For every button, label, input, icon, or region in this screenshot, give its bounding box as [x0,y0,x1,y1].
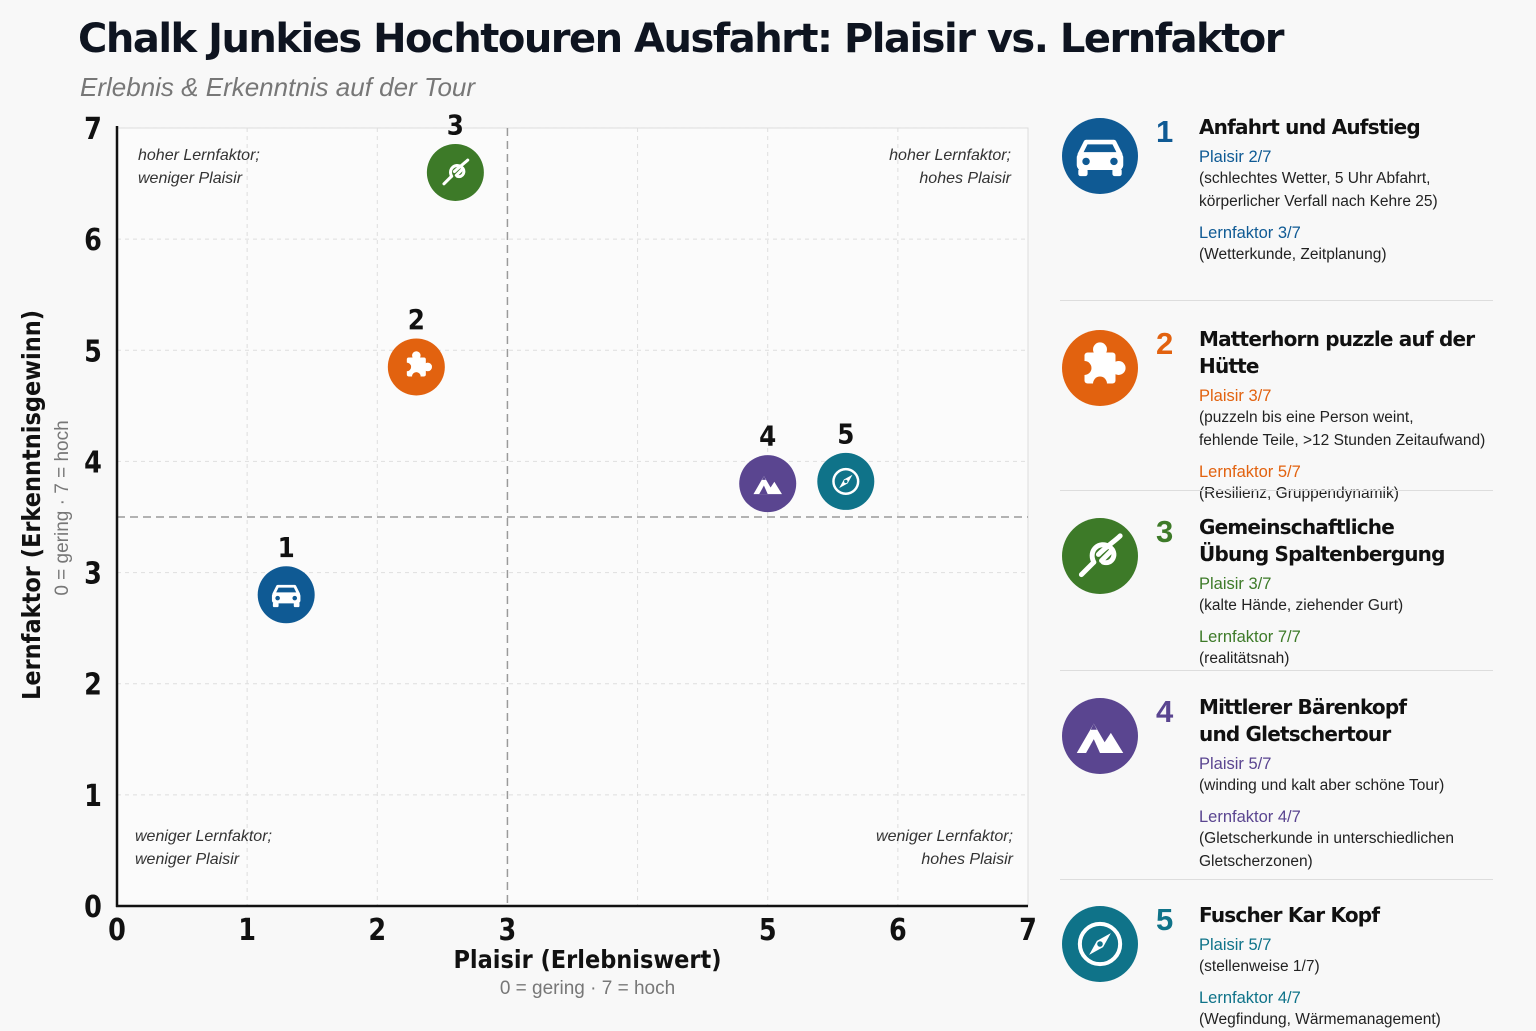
legend-circle [1062,330,1138,406]
quadrant-label-top-right: hoher Lernfaktor; [889,147,1011,164]
quadrant-label-top-left: weniger Plaisir [138,170,243,187]
legend-name: Mittlerer Bärenkopf und Gletschertour [1199,695,1407,746]
legend-number: 2 [1156,326,1174,361]
data-label-1: 1 [278,532,295,564]
x-tick-label: 2 [368,912,386,948]
legend-plaisir-desc: (stellenweise 1/7) [1199,958,1320,975]
quadrant-label-top-right: hohes Plaisir [919,170,1011,187]
legend-name: Anfahrt und Aufstieg [1199,115,1421,139]
legend-circle [1062,906,1138,982]
rope-icon [442,158,470,186]
y-tick-label: 5 [84,333,102,369]
y-axis-label: Lernfaktor (Erkenntnisgewinn) [17,310,46,700]
mountain-icon [1076,723,1124,754]
puzzle-icon [1077,342,1126,391]
legend-plaisir-label: Plaisir 2/7 [1199,148,1272,166]
x-tick-label: 0 [108,912,126,948]
legend-separator [1060,490,1493,491]
legend-lernfaktor-desc: (Wegfindung, Wärmemanagement) [1199,1011,1441,1028]
page-title: Chalk Junkies Hochtouren Ausfahrt: Plais… [78,16,1285,62]
data-label-5: 5 [837,419,854,451]
quadrant-label-bottom-right: weniger Lernfaktor; [876,828,1013,845]
legend-circle [1062,118,1138,194]
legend-lernfaktor-label: Lernfaktor 5/7 [1199,463,1301,481]
y-tick-label: 6 [84,222,102,258]
x-tick-label: 6 [889,912,907,948]
y-tick-label: 2 [84,667,102,703]
legend-lernfaktor-desc: (Resilienz, Gruppendynamik) [1199,485,1399,502]
y-tick-label: 4 [84,444,102,480]
quadrant-label-top-left: hoher Lernfaktor; [138,147,260,164]
legend-number: 5 [1156,902,1174,937]
legend-number: 3 [1156,514,1174,549]
legend-plaisir-label: Plaisir 5/7 [1199,936,1272,954]
quadrant-label-bottom-left: weniger Plaisir [135,851,240,868]
legend-plaisir-desc: (kalte Hände, ziehender Gurt) [1199,597,1404,614]
legend-plaisir-label: Plaisir 3/7 [1199,575,1272,593]
legend-lernfaktor-desc: (Wetterkunde, Zeitplanung) [1199,246,1387,263]
legend-name: Fuscher Kar Kopf [1199,903,1380,927]
mountain-icon [753,476,782,495]
legend-plaisir-label: Plaisir 5/7 [1199,755,1272,773]
legend-name: Matterhorn puzzle auf der Hütte [1199,327,1475,378]
x-axis-label: Plaisir (Erlebniswert) [453,945,721,974]
scatter-chart: 0 1 2 3 5 6 7 0 1 2 3 4 5 6 7 Plaisir (Erlebniswert) 0 =… [17,110,1037,999]
legend-lernfaktor-label: Lernfaktor 3/7 [1199,224,1301,242]
x-axis-note: 0 = gering · 7 = hoch [500,978,675,999]
legend-lernfaktor-label: Lernfaktor 4/7 [1199,808,1301,826]
y-axis-note: 0 = gering · 7 = hoch [52,420,73,595]
legend-circle [1062,518,1138,594]
legend-separator [1060,670,1493,671]
car-icon [1076,139,1124,177]
data-label-2: 2 [408,305,425,337]
y-tick-label: 3 [84,556,102,592]
legend-circle [1062,698,1138,774]
x-tick-label: 3 [499,912,517,948]
quadrant-label-bottom-right: hohes Plaisir [921,851,1013,868]
x-tick-label: 1 [238,912,256,948]
legend-lernfaktor-label: Lernfaktor 4/7 [1199,989,1301,1007]
page-subtitle: Erlebnis & Erkenntnis auf der Tour [80,72,476,102]
legend-lernfaktor-desc: (Gletscherkunde in unterschiedlichen Gle… [1199,830,1455,870]
legend-lernfaktor-label: Lernfaktor 7/7 [1199,628,1301,646]
legend-name: Gemeinschaftliche Übung Spaltenbergung [1199,515,1445,566]
legend-lernfaktor-desc: (realitätsnah) [1199,650,1290,667]
data-label-3: 3 [447,110,464,142]
y-tick-label: 0 [84,889,102,925]
compass-icon [1077,921,1123,967]
legend-separator [1060,879,1493,880]
data-label-4: 4 [759,421,776,453]
legend-plaisir-desc: (winding und kalt aber schöne Tour) [1199,777,1445,794]
legend-plaisir-desc: (schlechtes Wetter, 5 Uhr Abfahrt, körpe… [1199,170,1438,210]
x-tick-label: 5 [759,912,777,948]
rope-icon [1078,533,1123,578]
x-tick-label: 7 [1019,912,1037,948]
legend-separator [1060,300,1493,301]
y-tick-label: 7 [84,111,102,147]
y-tick-label: 1 [84,778,102,814]
legend-plaisir-desc: (puzzeln bis eine Person weint, fehlende… [1199,409,1486,449]
puzzle-icon [402,351,433,381]
legend-number: 1 [1156,114,1174,149]
compass-icon [832,467,860,496]
legend-number: 4 [1156,694,1174,729]
quadrant-label-bottom-left: weniger Lernfaktor; [135,828,272,845]
car-icon [271,584,301,608]
legend-plaisir-label: Plaisir 3/7 [1199,387,1272,405]
